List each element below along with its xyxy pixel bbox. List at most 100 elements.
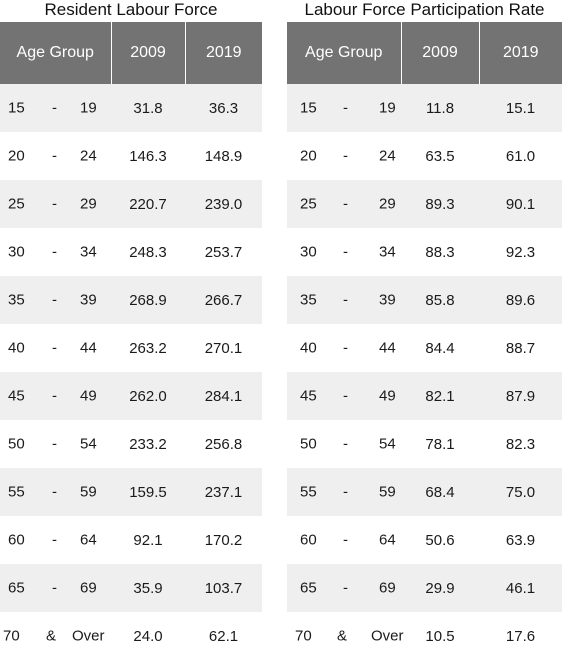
table-row: 50 - 54 78.1 82.3: [287, 420, 562, 468]
age-to: 19: [379, 99, 396, 117]
age-separator: -: [52, 195, 57, 213]
value-2009-cell: 268.9: [111, 276, 185, 324]
table-row: 70 & Over 24.0 62.1: [0, 612, 262, 660]
value-2019-cell: 270.1: [185, 324, 262, 372]
value-2019-cell: 239.0: [185, 180, 262, 228]
table-row: 50 - 54 233.2 256.8: [0, 420, 262, 468]
age-separator: -: [52, 99, 57, 117]
age-to: 59: [80, 483, 97, 501]
value-2019-cell: 237.1: [185, 468, 262, 516]
age-from: 35: [8, 291, 25, 309]
age-group-cell: 25 - 29: [287, 180, 401, 228]
table-row: 70 & Over 10.5 17.6: [287, 612, 562, 660]
age-to: 19: [80, 99, 97, 117]
value-2019-cell: 87.9: [479, 372, 562, 420]
value-2009-cell: 78.1: [401, 420, 479, 468]
value-2009-cell: 88.3: [401, 228, 479, 276]
age-from: 30: [8, 243, 25, 261]
value-2019-cell: 92.3: [479, 228, 562, 276]
value-2009-cell: 68.4: [401, 468, 479, 516]
age-from: 45: [8, 387, 25, 405]
age-from: 65: [300, 579, 317, 597]
resident-labour-force-rows: 15-19 31.8 36.3 20-24 146.3 148.9 25-29 220.7 23…: [0, 84, 262, 660]
value-2019-cell: 63.9: [479, 516, 562, 564]
table-header-row: Age Group 2009 2019: [0, 22, 262, 84]
value-2009-cell: 11.8: [401, 84, 479, 132]
value-2019-cell: 61.0: [479, 132, 562, 180]
age-to: 59: [379, 483, 396, 501]
age-separator: -: [52, 579, 57, 597]
age-group-cell: 20 - 24: [287, 132, 401, 180]
age-group-cell: 70 & Over: [287, 612, 404, 660]
table-row: 55 - 59 68.4 75.0: [287, 468, 562, 516]
age-to: 54: [80, 435, 97, 453]
value-2019-cell: 256.8: [185, 420, 262, 468]
age-separator: -: [343, 387, 348, 405]
age-group-cell: 55 - 59: [0, 468, 111, 516]
age-group-cell: 60 - 64: [287, 516, 401, 564]
age-to: 29: [80, 195, 97, 213]
age-to: 64: [379, 531, 396, 549]
age-group-cell: 65 - 69: [287, 564, 401, 612]
age-from: 20: [300, 147, 317, 165]
value-2009-cell: 84.4: [401, 324, 479, 372]
value-2009-cell: 85.8: [401, 276, 479, 324]
age-group-cell: 40 - 44: [0, 324, 111, 372]
age-to: 69: [379, 579, 396, 597]
age-separator: &: [337, 627, 348, 645]
table-row: 40 - 44 263.2 270.1: [0, 324, 262, 372]
header-2019: 2019: [185, 22, 262, 84]
age-from: 60: [8, 531, 25, 549]
age-from: 50: [8, 435, 25, 453]
age-from: 25: [300, 195, 317, 213]
value-2019-cell: 266.7: [185, 276, 262, 324]
age-separator: -: [343, 147, 348, 165]
table-row: 45 - 49 82.1 87.9: [287, 372, 562, 420]
age-group-cell: 20 - 24: [0, 132, 111, 180]
value-2009-cell: 50.6: [401, 516, 479, 564]
value-2019-cell: 46.1: [479, 564, 562, 612]
value-2019-cell: 103.7: [185, 564, 262, 612]
value-2009-cell: 63.5: [401, 132, 479, 180]
table-row: 30 - 34 88.3 92.3: [287, 228, 562, 276]
value-2019-cell: 15.1: [479, 84, 562, 132]
table-row: 35 - 39 268.9 266.7: [0, 276, 262, 324]
value-2009-cell: 159.5: [111, 468, 185, 516]
age-group-cell: 50 - 54: [0, 420, 111, 468]
value-2019-cell: 17.6: [479, 612, 562, 660]
value-2009-cell: 10.5: [401, 612, 479, 660]
age-to: 39: [80, 291, 97, 309]
age-to: 44: [80, 339, 97, 357]
age-from: 70: [295, 627, 312, 645]
age-group-cell: 25 - 29: [0, 180, 111, 228]
value-2009-cell: 89.3: [401, 180, 479, 228]
age-separator: -: [52, 483, 57, 501]
age-from: 15: [8, 99, 25, 117]
age-to: Over: [371, 627, 404, 645]
age-group-cell: 30 - 34: [287, 228, 401, 276]
age-separator: -: [52, 435, 57, 453]
header-2019: 2019: [479, 22, 562, 84]
age-to: 49: [80, 387, 97, 405]
table-row: 45 - 49 262.0 284.1: [0, 372, 262, 420]
age-from: 15: [300, 99, 317, 117]
value-2019-cell: 62.1: [185, 612, 262, 660]
table-row: 25 - 29 220.7 239.0: [0, 180, 262, 228]
age-from: 35: [300, 291, 317, 309]
age-group-cell: 40 - 44: [287, 324, 401, 372]
value-2009-cell: 24.0: [111, 612, 185, 660]
value-2019-cell: 88.7: [479, 324, 562, 372]
header-age-group: Age Group: [0, 22, 112, 84]
table-row: 40 - 44 84.4 88.7: [287, 324, 562, 372]
age-group-cell: 35 - 39: [287, 276, 401, 324]
header-2009: 2009: [401, 22, 480, 84]
participation-rate-title: Labour Force Participation Rate: [304, 0, 545, 19]
age-group-cell: 15 - 19: [287, 84, 401, 132]
table-header-row: Age Group 2009 2019: [287, 22, 562, 84]
age-group-cell: 35 - 39: [0, 276, 111, 324]
value-2019-cell: 75.0: [479, 468, 562, 516]
age-separator: -: [343, 339, 348, 357]
age-to: 24: [379, 147, 396, 165]
age-separator: -: [52, 243, 57, 261]
age-to: 34: [80, 243, 97, 261]
